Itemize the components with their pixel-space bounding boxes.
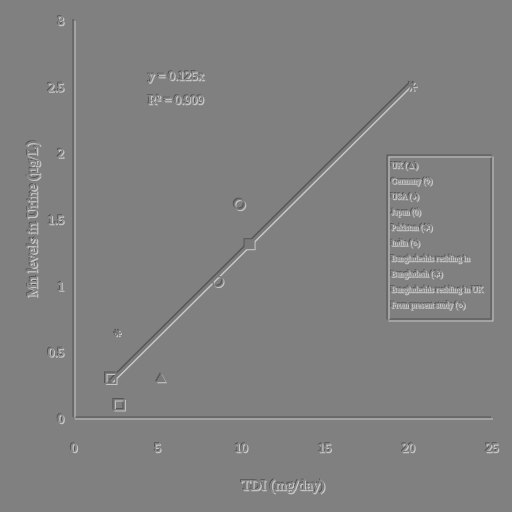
- data-point: [155, 373, 166, 383]
- legend-entry: Bangladesh (✱): [391, 270, 443, 279]
- data-point: [244, 239, 255, 250]
- legend-entry: Bangladeshis residing in UK: [391, 285, 483, 294]
- x-tick-label: 0: [71, 440, 78, 455]
- legend-entry: UK (▲): [391, 161, 418, 170]
- data-point: [233, 198, 246, 211]
- legend-box: [387, 155, 493, 321]
- data-point: [113, 329, 121, 337]
- legend-entry: Pakistan (✱): [391, 223, 432, 232]
- x-axis-title: TDI (mg/day): [241, 478, 325, 494]
- x-tick-label: 5: [154, 440, 161, 455]
- trendline: [109, 81, 413, 383]
- legend-entry: Germany (◊): [391, 177, 432, 186]
- x-tick-label: 15: [318, 440, 331, 455]
- data-point: [406, 81, 417, 92]
- x-tick-label: 20: [402, 440, 415, 455]
- equation-label: y = 0.125x: [148, 68, 205, 83]
- legend-entry: Bangladeshis residing in: [391, 254, 470, 263]
- legend-entry: From present study (○): [391, 301, 465, 310]
- y-axis-title: Mn levels in Urine (µg/L): [25, 141, 41, 297]
- y-tick-label: 0.5: [48, 345, 64, 360]
- y-tick-label: 3: [58, 13, 65, 28]
- data-point: [105, 372, 117, 384]
- legend: UK (▲) Germany (◊) USA (●) Japan (0) Pakista…: [387, 155, 493, 321]
- y-tick-label: 2: [58, 146, 65, 161]
- x-tick-label: 10: [235, 440, 248, 455]
- x-tick-label: 25: [486, 440, 499, 455]
- data-point: [113, 398, 125, 411]
- y-tick-label: 2.5: [48, 79, 64, 94]
- data-point: [212, 275, 224, 288]
- y-tick-label: 1.5: [48, 212, 64, 227]
- legend-entry: Japan (0): [391, 208, 421, 217]
- y-tick-label: 1: [58, 278, 65, 293]
- y-tick-label: 0: [58, 411, 65, 426]
- legend-entry: USA (●): [391, 192, 419, 201]
- r-squared-label: R² = 0.909: [148, 92, 204, 107]
- legend-entry: India (○): [391, 239, 420, 248]
